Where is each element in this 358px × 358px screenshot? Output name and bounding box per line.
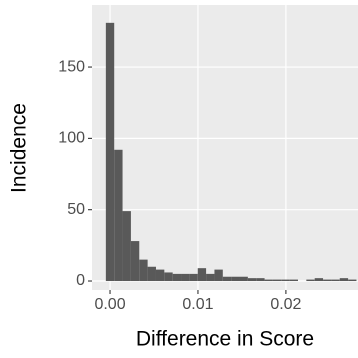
bar [172, 273, 182, 282]
bar [323, 279, 332, 282]
bar [231, 276, 240, 282]
bar [105, 22, 115, 282]
bar [348, 279, 357, 282]
bar [189, 273, 198, 282]
x-tick-label: 0.01 [182, 296, 213, 313]
bar [114, 149, 123, 282]
bar [155, 269, 165, 282]
bar [181, 273, 190, 282]
y-tick-label: 150 [58, 58, 85, 75]
bar [222, 276, 232, 282]
x-tick-label: 0.00 [94, 296, 125, 313]
bar [339, 278, 349, 282]
bar [272, 279, 282, 282]
bar [281, 279, 290, 282]
y-tick-label: 50 [67, 201, 85, 218]
bar [264, 279, 273, 282]
y-tick-label: 0 [76, 272, 85, 289]
bar [197, 268, 207, 282]
bar [256, 278, 265, 282]
bar [139, 259, 148, 282]
bar [122, 211, 131, 282]
bar [214, 269, 223, 282]
y-tick-label: 100 [58, 130, 85, 147]
bar [164, 272, 173, 282]
bar [306, 279, 315, 282]
bar [289, 279, 298, 282]
x-tick-label: 0.02 [270, 296, 301, 313]
bar [239, 276, 248, 282]
bar [331, 279, 340, 282]
bar [206, 273, 215, 282]
bar [147, 266, 156, 282]
x-axis-title: Difference in Score [136, 328, 314, 351]
bar [247, 278, 257, 282]
y-axis-title: Incidence [8, 103, 31, 193]
bar [314, 278, 324, 282]
bar [130, 241, 140, 282]
